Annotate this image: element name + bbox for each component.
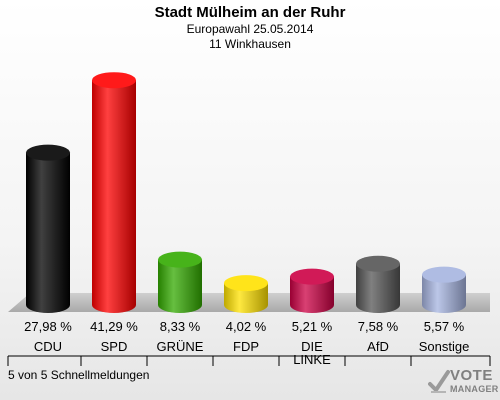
value-label: 5,21 % [292, 319, 333, 334]
value-label: 8,33 % [160, 319, 201, 334]
value-label: 5,57 % [424, 319, 465, 334]
category-label: DIE LINKE [293, 339, 331, 367]
bar-body [158, 259, 202, 313]
checkmark-icon [428, 370, 450, 393]
value-label: 27,98 % [24, 319, 72, 334]
bar-fdp [224, 275, 268, 313]
bar-top [290, 268, 334, 285]
bar-body [422, 274, 466, 313]
bar-body [92, 80, 136, 314]
bar-grüne [158, 251, 202, 313]
category-label: SPD [101, 339, 128, 354]
category-label: Sonstige [419, 339, 470, 354]
value-label: 41,29 % [90, 319, 138, 334]
bar-die-linke [290, 268, 334, 313]
bar-top [92, 72, 136, 89]
category-label: GRÜNE [157, 339, 204, 354]
value-label: 7,58 % [358, 319, 399, 334]
category-label: CDU [34, 339, 62, 354]
bar-afd [356, 255, 400, 313]
chart-title: Stadt Mülheim an der Ruhr [154, 4, 346, 21]
bar-top [158, 251, 202, 268]
vote-manager-logo: VOTE MANAGER [428, 366, 498, 398]
bars-group [26, 72, 466, 314]
bar-spd [92, 72, 136, 314]
bar-top [422, 266, 466, 283]
bar-top [224, 275, 268, 292]
election-subtitle: Europawahl 25.05.2014 [186, 22, 314, 36]
bar-top [26, 144, 70, 161]
bar-body [26, 152, 70, 313]
logo-vote-text: VOTE [450, 367, 493, 384]
bar-sonstige [422, 266, 466, 313]
bar-body [356, 263, 400, 313]
report-status: 5 von 5 Schnellmeldungen [8, 368, 150, 382]
bar-body [224, 283, 268, 313]
bar-top [356, 255, 400, 272]
value-label: 4,02 % [226, 319, 267, 334]
category-label: AfD [367, 339, 389, 354]
logo-manager-text: MANAGER [450, 384, 499, 394]
bar-cdu [26, 144, 70, 313]
chart-header: Stadt Mülheim an der Ruhr Europawahl 25.… [0, 4, 500, 52]
category-label: FDP [233, 339, 259, 354]
labels-group: 27,98 % CDU 41,29 % SPD 8,33 % GRÜNE 4,02 % FDP… [7, 319, 491, 367]
district-label: 11 Winkhausen [209, 37, 291, 51]
bar-body [290, 276, 334, 313]
